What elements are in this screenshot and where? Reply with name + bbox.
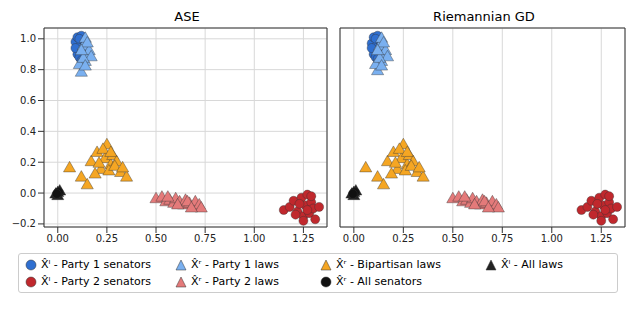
svg-text:0.50: 0.50: [442, 233, 464, 244]
svg-text:0.75: 0.75: [491, 233, 513, 244]
html-text:X̂ʳ - Party 2 laws: X̂ʳ - Party 2 laws: [191, 275, 280, 288]
svg-text:1.0: 1.0: [20, 33, 36, 44]
svg-text:0.75: 0.75: [194, 233, 216, 244]
html-text:Riemannian GD: Riemannian GD: [433, 9, 535, 24]
svg-text:0.25: 0.25: [96, 233, 118, 244]
html-text:X̂ˡ - Party 1 senators: X̂ˡ - Party 1 senators: [41, 258, 152, 271]
svg-text:1.00: 1.00: [541, 233, 563, 244]
html-text:X̂ʳ - Party 1 laws: X̂ʳ - Party 1 laws: [191, 258, 280, 271]
svg-text:1.25: 1.25: [590, 233, 612, 244]
svg-text:0.6: 0.6: [20, 95, 36, 106]
svg-text:0.8: 0.8: [20, 64, 36, 75]
svg-text:0.00: 0.00: [343, 233, 365, 244]
svg-text:0.00: 0.00: [47, 233, 69, 244]
svg-text:0.50: 0.50: [145, 233, 167, 244]
svg-text:0.0: 0.0: [20, 188, 36, 199]
svg-text:0.2: 0.2: [20, 157, 36, 168]
svg-text:0.25: 0.25: [392, 233, 414, 244]
svg-text:1.25: 1.25: [292, 233, 314, 244]
html-text:X̂ˡ - Party 2 senators: X̂ˡ - Party 2 senators: [41, 275, 152, 288]
html-text:X̂ʳ - Bipartisan laws: X̂ʳ - Bipartisan laws: [336, 258, 441, 271]
svg-text:0.4: 0.4: [20, 126, 36, 137]
svg-text:−0.2: −0.2: [12, 218, 36, 229]
svg-text:1.00: 1.00: [243, 233, 265, 244]
html-text:X̂ˡ - All laws: X̂ˡ - All laws: [501, 258, 563, 271]
html-text:X̂ʳ - All senators: X̂ʳ - All senators: [336, 275, 422, 288]
html-text:ASE: ASE: [174, 9, 200, 24]
